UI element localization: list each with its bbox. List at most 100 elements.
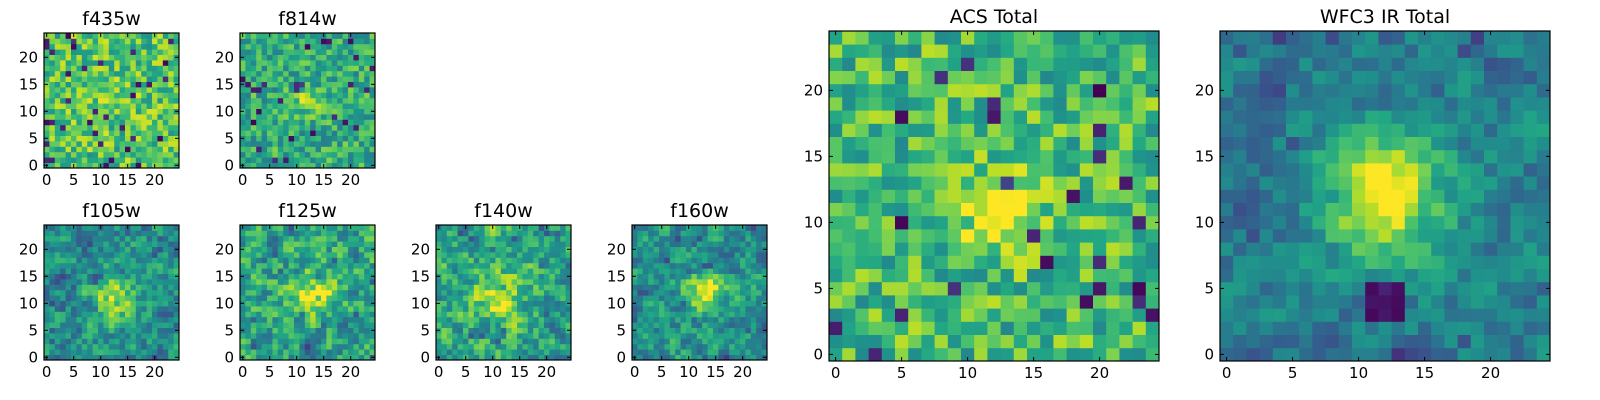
heatmap-cell [272, 257, 279, 264]
heatmap-cell [648, 235, 654, 242]
heatmap-cell [337, 157, 343, 163]
heatmap-cell [326, 306, 333, 312]
heatmap-cell [702, 235, 708, 242]
x-tick-label: 20 [537, 363, 556, 381]
heatmap-cell [267, 295, 273, 301]
heatmap-cell [947, 255, 962, 269]
heatmap-cell [76, 273, 83, 280]
heatmap-cell [173, 119, 180, 126]
heatmap-cell [1079, 308, 1094, 322]
heatmap-cell [135, 322, 142, 328]
heatmap-cell [331, 354, 338, 361]
heatmap-cell [452, 354, 458, 361]
heatmap-cell [1027, 334, 1041, 349]
heatmap-cell [157, 81, 164, 88]
heatmap-cell [441, 230, 448, 237]
heatmap-cell [659, 268, 665, 274]
heatmap-cell [283, 230, 289, 237]
heatmap-cell [358, 54, 365, 61]
heatmap-cell [353, 97, 360, 104]
heatmap-cell [1027, 229, 1041, 243]
heatmap-cell [342, 97, 349, 104]
heatmap-cell [98, 306, 104, 312]
heatmap-cell [675, 230, 681, 237]
heatmap-cell [479, 333, 485, 339]
heatmap-cell [44, 157, 50, 163]
heatmap-cell [457, 316, 464, 323]
heatmap-cell [348, 54, 354, 61]
heatmap-cell [60, 354, 66, 361]
heatmap-cell [1132, 268, 1147, 283]
heatmap-cell [326, 157, 333, 163]
heatmap-cell [517, 268, 523, 274]
heatmap-cell [632, 338, 638, 345]
heatmap-cell [92, 289, 99, 296]
heatmap-cell [261, 268, 268, 274]
heatmap-cell [304, 262, 311, 269]
heatmap-cell [565, 289, 572, 296]
heatmap-cell [294, 141, 300, 147]
heatmap-cell [87, 322, 93, 328]
heatmap-cell [315, 124, 322, 131]
heatmap-cell [648, 306, 654, 312]
heatmap-cell [353, 295, 360, 301]
heatmap-cell [987, 123, 1001, 137]
heatmap-cell [261, 108, 268, 115]
heatmap-cell [98, 76, 104, 82]
heatmap-cell [135, 333, 142, 339]
heatmap-cell [1457, 215, 1472, 230]
heatmap-cell [49, 338, 56, 345]
heatmap-cell [457, 246, 464, 253]
heatmap-cell [245, 130, 252, 136]
heatmap-cell [500, 327, 507, 334]
heatmap-cell [168, 81, 174, 88]
heatmap-cell [702, 252, 708, 258]
heatmap-cell [71, 103, 77, 109]
heatmap-cell [76, 235, 83, 242]
heatmap-cell [54, 119, 61, 126]
heatmap-cell [1246, 268, 1260, 283]
heatmap-cell [348, 87, 354, 93]
heatmap-cell [331, 300, 338, 307]
heatmap-cell [108, 87, 115, 93]
heatmap-cell [1510, 189, 1524, 203]
heatmap-cell [326, 311, 333, 318]
heatmap-cell [441, 349, 448, 355]
heatmap-cell [881, 83, 896, 98]
heatmap-cell [103, 60, 110, 66]
heatmap-cell [256, 257, 262, 264]
heatmap-cell [1536, 176, 1551, 190]
heatmap-cell [1378, 321, 1392, 335]
heatmap-cell [162, 124, 169, 131]
heatmap-cell [761, 262, 768, 269]
heatmap-cell [895, 268, 909, 283]
heatmap-cell [256, 60, 262, 66]
heatmap-cell [146, 257, 153, 264]
heatmap-cell [1272, 163, 1287, 177]
heatmap-cell [71, 81, 77, 88]
heatmap-cell [680, 354, 687, 361]
heatmap-cell [162, 273, 169, 280]
heatmap-cell [315, 252, 322, 258]
heatmap-cell [125, 349, 131, 355]
heatmap-cell [162, 65, 169, 72]
heatmap-cell [686, 262, 692, 269]
heatmap-cell [500, 235, 507, 242]
heatmap-cell [173, 103, 180, 109]
heatmap-cell [326, 124, 333, 131]
heatmap-cell [1365, 334, 1379, 349]
heatmap-cell [135, 70, 142, 77]
heatmap-cell [331, 289, 338, 296]
heatmap-cell [358, 87, 365, 93]
heatmap-cell [756, 354, 762, 361]
heatmap-cell [675, 338, 681, 345]
heatmap-cell [125, 246, 131, 253]
heatmap-cell [829, 215, 843, 230]
heatmap-cell [517, 235, 523, 242]
heatmap-cell [908, 176, 922, 190]
heatmap-cell [315, 65, 322, 72]
heatmap-cell [881, 268, 896, 283]
heatmap-cell [441, 262, 448, 269]
heatmap-cell [168, 38, 174, 45]
heatmap-cell [294, 103, 300, 109]
